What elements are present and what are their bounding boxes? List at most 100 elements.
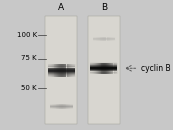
Text: 75 K: 75 K [21,56,37,61]
Bar [50,104,51,109]
Bar [70,104,71,109]
Bar [90,73,117,74]
Bar [71,64,72,77]
Bar [110,63,111,74]
Bar [112,37,113,41]
Bar [90,72,117,73]
Bar [71,104,72,109]
Bar [103,63,104,74]
Bar [53,104,54,109]
Bar [54,64,55,77]
Bar [50,105,73,106]
Bar [45,16,77,123]
Bar [101,37,102,41]
Bar [66,104,67,109]
Bar [90,71,117,72]
Bar [52,104,53,109]
Bar [98,63,99,74]
Bar [50,107,73,108]
Bar [74,64,75,77]
Bar [48,74,75,75]
Bar [69,104,70,109]
Bar [115,63,116,74]
Bar [95,63,96,74]
Bar [62,64,63,77]
Bar [99,63,100,74]
Bar [99,37,100,41]
Bar [72,104,73,109]
Bar [95,37,96,41]
Bar [93,39,115,40]
Bar [90,63,91,74]
Bar [111,63,112,74]
Bar [109,37,110,41]
Bar [55,64,56,77]
Bar [90,62,117,63]
Bar [97,37,98,41]
Bar [68,104,69,109]
Bar [96,37,97,41]
Bar [63,104,64,109]
Bar [107,63,108,74]
Bar [72,64,73,77]
Bar [100,63,101,74]
Text: A: A [58,3,65,12]
Bar [112,63,113,74]
Bar [94,37,95,41]
Bar [93,38,115,39]
Text: B: B [101,3,107,12]
Bar [106,63,107,74]
Bar [56,104,57,109]
Bar [64,64,65,77]
Bar [61,104,62,109]
Bar [52,64,53,77]
Bar [90,67,117,68]
Bar [68,64,69,77]
Bar [67,64,68,77]
Bar [93,63,94,74]
Bar [50,64,51,77]
Bar [113,37,114,41]
Bar [88,16,120,123]
Bar [104,63,105,74]
Bar [100,37,101,41]
Bar [49,64,50,77]
Bar [106,37,107,41]
Bar [55,104,56,109]
Bar [105,37,106,41]
Bar [104,37,105,41]
Bar [116,63,117,74]
Bar [62,104,63,109]
Bar [90,66,117,67]
Bar [48,69,75,70]
Bar [105,63,106,74]
Bar [114,37,115,41]
Bar [48,71,75,72]
Bar [65,64,66,77]
Bar [66,64,67,77]
Bar [90,63,117,64]
Bar [75,64,76,77]
Bar [48,65,75,66]
Bar [108,37,109,41]
Bar [90,69,117,70]
Bar [48,64,75,65]
Bar [69,64,70,77]
Bar [48,75,75,76]
Bar [111,37,112,41]
Bar [48,67,75,68]
Bar [58,104,59,109]
Bar [93,37,94,41]
Bar [108,63,109,74]
Bar [65,104,66,109]
Bar [103,37,104,41]
Bar [51,64,52,77]
Bar [93,40,115,41]
Bar [102,37,103,41]
Text: cyclin B: cyclin B [141,64,171,73]
Bar [107,37,108,41]
Bar [57,64,58,77]
Bar [54,104,55,109]
Bar [48,73,75,74]
Bar [57,104,58,109]
